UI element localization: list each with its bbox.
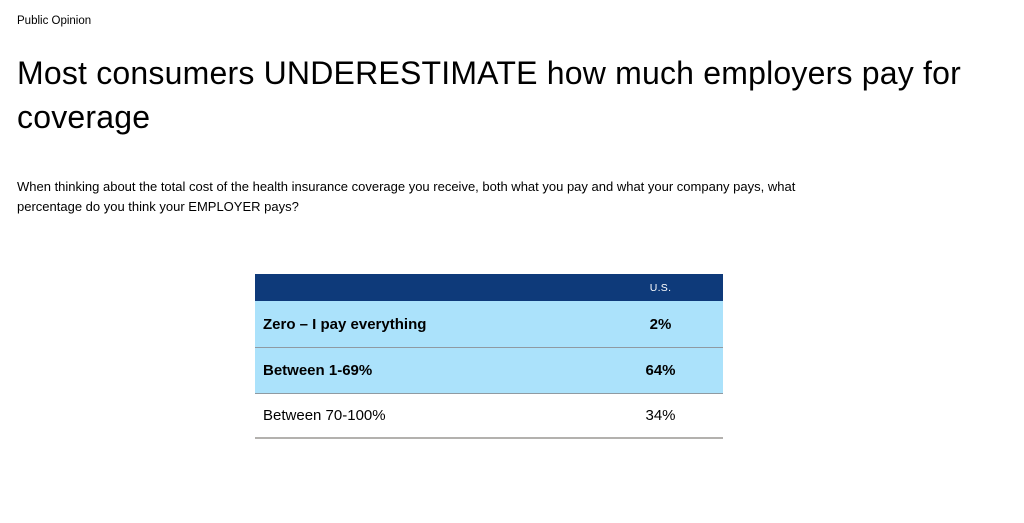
row-value: 2% — [649, 315, 672, 333]
row-label: Between 70-100% — [263, 407, 386, 424]
table-row: Between 70-100% 34% — [255, 393, 723, 439]
row-label: Zero – I pay everything — [263, 315, 427, 333]
survey-question: When thinking about the total cost of th… — [17, 179, 796, 214]
category-label: Public Opinion — [17, 15, 92, 27]
slide: Public Opinion Most consumers UNDERESTIM… — [17, 15, 961, 439]
page-title: Most consumers UNDERESTIMATE how much em… — [17, 55, 961, 135]
table-row: Between 1-69% 64% — [255, 347, 723, 393]
row-value: 34% — [645, 407, 676, 424]
results-table: U.S. Zero – I pay everything 2% Between … — [255, 274, 723, 439]
table-header-row: U.S. — [255, 274, 723, 301]
row-value: 64% — [645, 362, 676, 379]
row-label: Between 1-69% — [263, 362, 373, 379]
column-header-us: U.S. — [649, 281, 672, 294]
table-row: Zero – I pay everything 2% — [255, 301, 723, 347]
